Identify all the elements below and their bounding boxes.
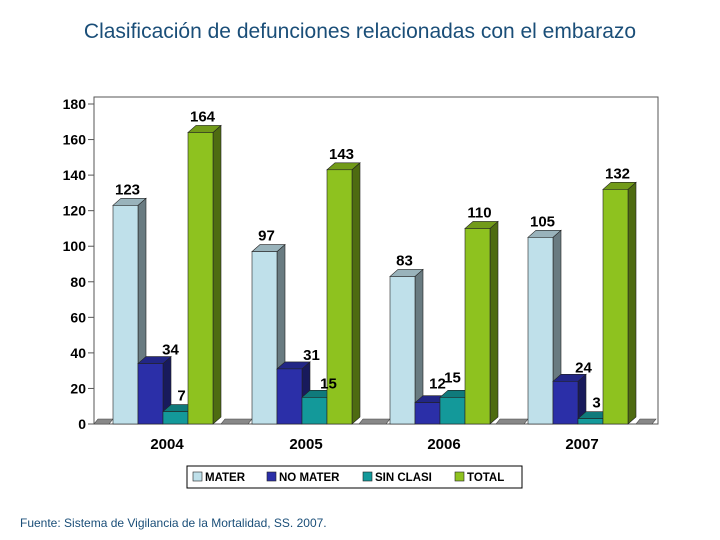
y-axis: 0 20 40 60 80 100 120 140 160 180: [63, 96, 94, 432]
legend-label-sin-clasi: SIN CLASI: [375, 472, 432, 484]
bar-total-2007: [602, 181, 637, 425]
data-label-total-2007: 132: [605, 165, 630, 182]
legend: MATER NO MATER SIN CLASI TOTAL: [186, 465, 523, 489]
chart-title: Clasificación de defunciones relacionada…: [83, 20, 637, 43]
y-tick-label-120: 120: [63, 203, 87, 219]
data-label-sin-clasi-2007: 3: [592, 395, 600, 412]
y-tick-label-60: 60: [70, 309, 86, 325]
data-label-mater-2005: 97: [258, 228, 275, 245]
legend-label-total: TOTAL: [467, 472, 504, 484]
y-tick-label-100: 100: [63, 238, 87, 254]
bar-total-2006: [464, 220, 499, 425]
y-tick-label-180: 180: [63, 96, 87, 112]
legend-label-no-mater: NO MATER: [279, 472, 340, 484]
data-label-no-mater-2005: 31: [303, 347, 320, 364]
floor-segment: [220, 418, 253, 425]
data-label-total-2005: 143: [329, 146, 354, 163]
data-label-sin-clasi-2005: 15: [320, 375, 337, 392]
bar-mater-2004: [112, 197, 147, 425]
bar-no-mater-2007: [552, 373, 587, 425]
y-tick-label-20: 20: [70, 380, 86, 396]
bar-total-2005: [326, 162, 361, 425]
data-label-mater-2007: 105: [530, 213, 555, 230]
source-note: Fuente: Sistema de Vigilancia de la Mort…: [20, 516, 327, 530]
floor-segment: [358, 418, 391, 425]
floor-segment: [635, 418, 657, 425]
x-category-2007: 2007: [565, 436, 598, 453]
data-label-mater-2004: 123: [115, 181, 140, 198]
x-axis: 2004 2005 2006 2007: [150, 436, 598, 453]
data-label-sin-clasi-2004: 7: [177, 388, 185, 405]
bar-no-mater-2004: [137, 355, 172, 425]
bar-mater-2007: [527, 229, 562, 425]
data-label-no-mater-2007: 24: [575, 359, 592, 376]
bar-series: [112, 124, 637, 425]
data-label-mater-2006: 83: [396, 252, 413, 269]
chart-floor: [93, 418, 657, 425]
y-tick-label-80: 80: [70, 274, 86, 290]
bar-no-mater-2005: [276, 361, 311, 425]
data-label-no-mater-2004: 34: [162, 342, 179, 359]
legend-box: [186, 465, 523, 489]
data-label-sin-clasi-2006: 15: [444, 369, 461, 386]
y-tick-label-140: 140: [63, 167, 87, 183]
data-label-no-mater-2006: 12: [429, 376, 446, 393]
x-category-2004: 2004: [150, 436, 184, 453]
y-tick-label-0: 0: [78, 416, 86, 432]
data-label-total-2006: 110: [467, 204, 491, 221]
floor-segment: [93, 418, 114, 425]
y-tick-label-40: 40: [70, 345, 86, 361]
floor-segment: [495, 418, 529, 425]
bar-mater-2006: [389, 268, 424, 425]
x-category-2006: 2006: [427, 436, 460, 453]
legend-label-mater: MATER: [205, 472, 246, 484]
legend-swatch-mater: [192, 471, 203, 482]
legend-swatch-total: [454, 471, 465, 482]
y-tick-label-160: 160: [63, 132, 87, 148]
legend-swatch-sin-clasi: [362, 471, 373, 482]
legend-swatch-no-mater: [266, 471, 277, 482]
x-category-2005: 2005: [289, 436, 322, 453]
data-label-total-2004: 164: [190, 108, 216, 125]
bar-total-2004: [187, 124, 222, 425]
